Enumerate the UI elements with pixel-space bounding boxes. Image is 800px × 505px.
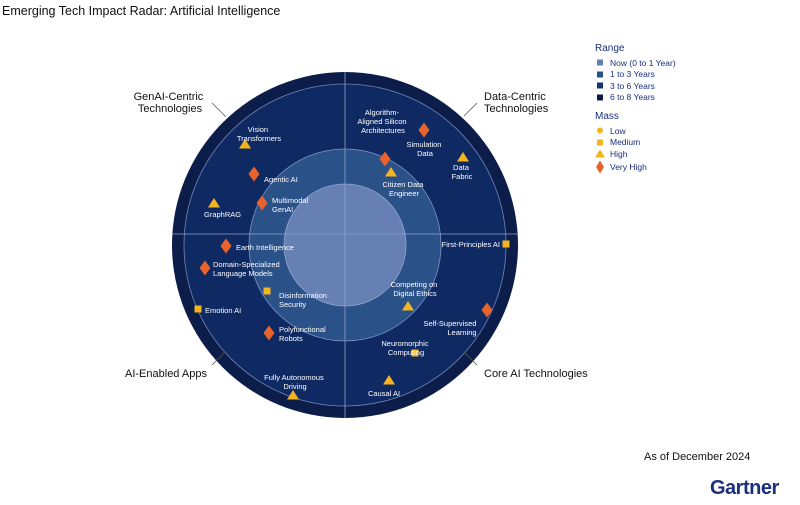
square-swatch-icon: [597, 82, 603, 89]
legend-mass-title: Mass: [595, 111, 619, 122]
diamond-marker: [199, 260, 211, 276]
legend-mass-item: High: [595, 148, 676, 160]
tech-label: Competing on Digital Ethics: [391, 280, 440, 298]
tech-label: Data Fabric: [452, 163, 473, 181]
legend-mass-item: Medium: [595, 137, 676, 149]
tech-label: GraphRAG: [204, 210, 241, 219]
sector-connector: [463, 102, 478, 117]
sector-label-apps: AI-Enabled Apps: [125, 368, 207, 380]
tech-label: Vision Transformers: [237, 125, 282, 143]
square-swatch-icon: [597, 71, 603, 78]
tech-label: Citizen Data Engineer: [383, 180, 426, 198]
triangle-marker: [287, 390, 299, 400]
tech-label: Simulation Data: [406, 140, 443, 158]
square-swatch-icon: [597, 59, 603, 66]
square-marker: [194, 305, 202, 313]
diamond-icon: [596, 160, 604, 173]
legend: Range Now (0 to 1 Year) 1 to 3 Years 3 t…: [595, 43, 676, 174]
tech-label: Disinformation Security: [279, 291, 329, 309]
tech-label: Emotion AI: [205, 306, 241, 315]
tech-label: Neuromorphic Computing: [381, 339, 430, 357]
sector-connector: [211, 102, 227, 118]
square-marker: [263, 287, 271, 295]
square-marker: [411, 349, 419, 357]
diamond-marker: [220, 238, 232, 254]
square-icon: [597, 139, 603, 146]
sector-connector: [463, 351, 478, 366]
tech-label: Algorithm- Aligned Silicon Architectures: [357, 108, 408, 135]
sector-connector: [211, 351, 226, 366]
tech-label: Earth Intelligence: [236, 243, 294, 252]
triangle-marker: [457, 152, 469, 162]
tech-label: Domain-Specialized Language Models: [213, 260, 282, 278]
circle-icon: [597, 127, 603, 134]
triangle-marker: [385, 167, 397, 177]
tech-label: Polyfunctional Robots: [279, 325, 328, 343]
legend-range-item: 3 to 6 Years: [595, 80, 676, 92]
diamond-marker: [263, 325, 275, 341]
legend-range-item: 6 to 8 Years: [595, 92, 676, 104]
page-title: Emerging Tech Impact Radar: Artificial I…: [2, 4, 281, 18]
legend-range-item: 1 to 3 Years: [595, 69, 676, 81]
sector-label-data: Data-Centric Technologies: [484, 91, 549, 115]
triangle-marker: [239, 139, 251, 149]
tech-label: Self-Supervised Learning: [423, 319, 478, 337]
legend-mass-item: Very High: [595, 160, 676, 174]
diamond-marker: [256, 195, 268, 211]
as-of-date: As of December 2024: [644, 451, 751, 463]
square-swatch-icon: [597, 94, 603, 101]
triangle-marker: [208, 198, 220, 208]
sector-label-core: Core AI Technologies: [484, 368, 588, 380]
triangle-marker: [383, 375, 395, 385]
diamond-marker: [481, 302, 493, 318]
square-marker: [502, 240, 510, 248]
legend-range-item: Now (0 to 1 Year): [595, 57, 676, 69]
triangle-icon: [595, 149, 605, 158]
sector-label-genai: GenAI-Centric Technologies: [134, 91, 207, 115]
tech-label: Agentic AI: [264, 175, 298, 184]
legend-mass-item: Low: [595, 125, 676, 137]
gartner-logo: Gartner: [710, 477, 779, 499]
diamond-marker: [248, 166, 260, 182]
tech-label: Multimodal GenAI: [272, 196, 310, 214]
marker-layer: [194, 122, 510, 400]
legend-range-title: Range: [595, 43, 625, 54]
diamond-marker: [418, 122, 430, 138]
tech-label: Causal AI: [368, 389, 400, 398]
tech-label: First-Principles AI: [442, 240, 500, 249]
triangle-marker: [402, 301, 414, 311]
tech-label: Fully Autonomous Driving: [264, 373, 326, 391]
diamond-marker: [379, 151, 391, 167]
